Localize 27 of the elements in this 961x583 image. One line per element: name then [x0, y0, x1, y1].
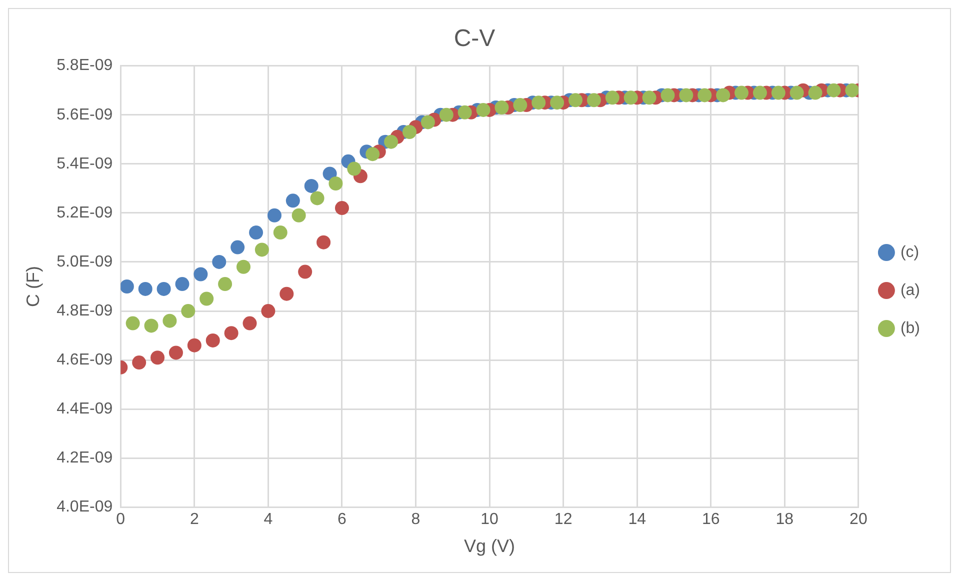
x-tick-label: 18	[776, 511, 794, 528]
y-tick-label: 5.2E-09	[56, 204, 113, 222]
y-tick-label: 5.8E-09	[56, 57, 113, 74]
x-tick-label: 4	[264, 511, 273, 528]
x-tick-label: 12	[554, 511, 572, 528]
y-tick-label: 4.0E-09	[56, 498, 113, 516]
x-tick-label: 16	[702, 511, 720, 528]
y-tick-label: 5.6E-09	[56, 106, 113, 124]
y-tick-label: 4.2E-09	[56, 450, 113, 467]
x-tick-label: 2	[190, 511, 199, 528]
y-tick-label: 4.4E-09	[56, 400, 113, 418]
legend-label: (a)	[900, 282, 920, 299]
x-axis-title: Vg (V)	[464, 536, 516, 556]
x-tick-label: 8	[411, 511, 420, 528]
x-tick-label: 14	[628, 511, 646, 528]
chart-title: C-V	[454, 25, 496, 52]
x-tick-label: 0	[116, 511, 126, 528]
legend-label: (b)	[900, 320, 920, 337]
y-tick-label: 5.0E-09	[56, 253, 113, 270]
y-tick-label: 4.6E-09	[56, 351, 113, 368]
y-tick-label: 5.4E-09	[56, 155, 113, 172]
legend-label: (c)	[900, 244, 920, 261]
x-tick-label: 10	[480, 511, 499, 528]
y-tick-label: 4.8E-09	[56, 302, 113, 320]
y-axis-title: C (F)	[22, 266, 43, 307]
x-tick-label: 6	[338, 511, 347, 528]
x-tick-label: 20	[850, 511, 868, 528]
